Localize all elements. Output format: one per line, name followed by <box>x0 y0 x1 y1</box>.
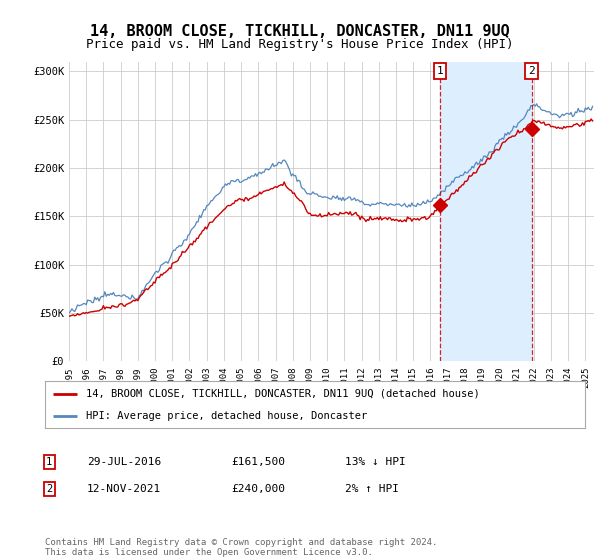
Text: 29-JUL-2016: 29-JUL-2016 <box>87 457 161 467</box>
Text: £161,500: £161,500 <box>231 457 285 467</box>
Text: 14, BROOM CLOSE, TICKHILL, DONCASTER, DN11 9UQ (detached house): 14, BROOM CLOSE, TICKHILL, DONCASTER, DN… <box>86 389 479 399</box>
Text: 2: 2 <box>46 484 52 494</box>
Text: 13% ↓ HPI: 13% ↓ HPI <box>345 457 406 467</box>
Text: 12-NOV-2021: 12-NOV-2021 <box>87 484 161 494</box>
Bar <box>440 62 532 361</box>
Text: Price paid vs. HM Land Registry's House Price Index (HPI): Price paid vs. HM Land Registry's House … <box>86 38 514 51</box>
Text: 1: 1 <box>46 457 52 467</box>
Text: HPI: Average price, detached house, Doncaster: HPI: Average price, detached house, Donc… <box>86 410 367 421</box>
Text: Contains HM Land Registry data © Crown copyright and database right 2024.
This d: Contains HM Land Registry data © Crown c… <box>45 538 437 557</box>
Text: 1: 1 <box>437 66 443 76</box>
Text: 2% ↑ HPI: 2% ↑ HPI <box>345 484 399 494</box>
Text: £240,000: £240,000 <box>231 484 285 494</box>
Text: 2: 2 <box>528 66 535 76</box>
Text: 14, BROOM CLOSE, TICKHILL, DONCASTER, DN11 9UQ: 14, BROOM CLOSE, TICKHILL, DONCASTER, DN… <box>90 24 510 39</box>
